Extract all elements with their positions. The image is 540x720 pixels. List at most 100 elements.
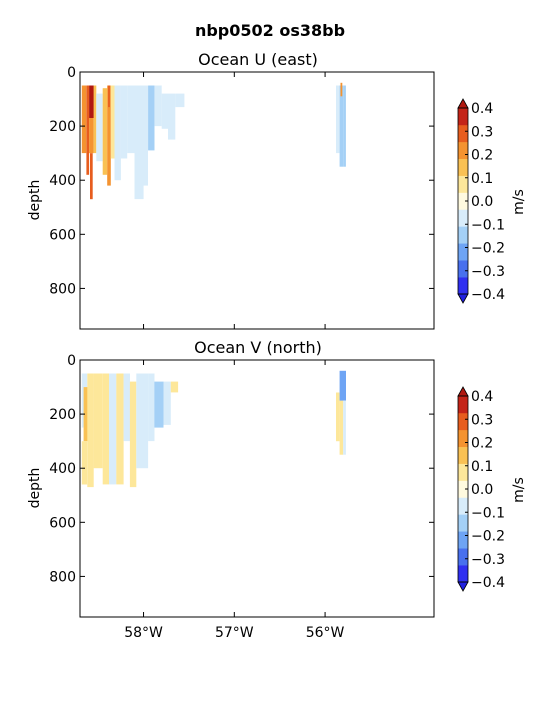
top-data-cell-20 (175, 93, 185, 108)
top-ytick-label: 800 (49, 281, 76, 297)
bottom-colorbar-tick-label: 0.1 (471, 459, 493, 475)
top-colorbar-segment-8 (458, 141, 468, 160)
top-data-cell-16 (148, 85, 155, 151)
bottom-axes-frame (79, 359, 435, 618)
top-colorbar-segment-2 (458, 243, 468, 261)
bottom-data-cell-13 (163, 381, 171, 425)
top-data-cell-5 (93, 85, 97, 154)
top-data-cell-19 (168, 93, 176, 140)
figure-title: nbp0502 os38bb (195, 21, 345, 40)
top-axes-frame (79, 71, 435, 330)
top-data-cell-12 (120, 85, 128, 159)
top-data-cell-18 (161, 93, 169, 129)
bottom-data-cell-2 (81, 441, 88, 485)
top-data-cell-3 (89, 118, 94, 154)
bottom-colorbar-tick-label: −0.3 (471, 552, 505, 568)
top-data-cell-9 (108, 85, 110, 108)
top-data-cell-7 (102, 88, 108, 175)
top-data-cell-15 (143, 85, 148, 186)
bottom-xtick-label: 58°W (124, 625, 163, 641)
top-colorbar-tick-label: 0.1 (471, 171, 493, 187)
top-colorbar-segment-9 (458, 124, 468, 143)
top-colorbar-tick-label: 0.0 (471, 194, 493, 210)
top-colorbar-segment-0 (458, 277, 468, 295)
top-colorbar-tick-label: 0.4 (471, 101, 493, 117)
top-ytick-label: 0 (67, 65, 76, 81)
top-colorbar-segment-7 (458, 158, 468, 176)
bottom-colorbar-segment-6 (458, 463, 468, 481)
top-colorbar-tick-label: −0.2 (471, 241, 505, 257)
top-plot-area: 0 200 400 600 800 (49, 65, 435, 330)
bottom-colorbar-tick-label: 0.3 (471, 412, 493, 428)
bottom-colorbar-extend-max (457, 386, 469, 397)
bottom-colorbar-label: m/s (511, 477, 527, 503)
top-colorbar-tick-label: 0.2 (471, 148, 493, 164)
bottom-ytick-label: 400 (49, 461, 76, 477)
bottom-colorbar-tick-label: 0.2 (471, 436, 493, 452)
bottom-ylabel: depth (27, 468, 43, 509)
bottom-data-cell-7 (116, 373, 124, 485)
bottom-colorbar-segment-10 (458, 396, 468, 414)
top-data-cell-2 (89, 85, 96, 118)
bottom-data-cell-11 (148, 373, 155, 442)
bottom-data-cell-16 (339, 400, 344, 455)
top-ytick-label: 400 (49, 173, 76, 189)
top-colorbar-tick-label: 0.3 (471, 124, 493, 140)
top-data-cell-14 (134, 85, 144, 200)
top-data-cell-1 (86, 85, 90, 175)
top-data-cell-6 (96, 93, 103, 162)
top-colorbar-segment-10 (458, 108, 468, 126)
bottom-data-cell-4 (93, 373, 103, 469)
bottom-ytick-label: 600 (49, 515, 76, 531)
bottom-xtick-label: 56°W (306, 625, 345, 641)
bottom-data-cell-10 (136, 373, 149, 469)
top-colorbar-segment-5 (458, 192, 468, 210)
bottom-plot-area: 0 200 400 600 800 58°W 57°W 56°W (49, 353, 435, 641)
top-colorbar-extend-max (457, 98, 469, 109)
bottom-data-cell-6 (109, 373, 117, 485)
bottom-data-cell-1 (83, 387, 91, 442)
bottom-panel-title: Ocean V (north) (194, 338, 322, 357)
bottom-colorbar-tick-label: −0.4 (471, 575, 505, 591)
bottom-colorbar-segment-9 (458, 412, 468, 431)
top-colorbar-segment-6 (458, 175, 468, 193)
bottom-colorbar-segment-1 (458, 548, 468, 566)
bottom-colorbar: −0.4 −0.3 −0.2 −0.1 0.0 0.1 0.2 0.3 0.4 (457, 386, 505, 592)
top-data-cell-0 (81, 85, 87, 154)
bottom-colorbar-segment-0 (458, 565, 468, 583)
top-colorbar-tick-label: −0.3 (471, 264, 505, 280)
top-panel-title: Ocean U (east) (198, 50, 318, 69)
top-data-cell-11 (114, 85, 121, 181)
bottom-colorbar-extend-min (457, 581, 469, 592)
bottom-colorbar-tick-label: 0.4 (471, 389, 493, 405)
top-ylabel: depth (27, 180, 43, 221)
top-data-cell-24 (343, 85, 346, 167)
top-data-cell-8 (107, 85, 111, 186)
top-colorbar: −0.4 −0.3 −0.2 −0.1 0.0 0.1 0.2 0.3 0.4 (457, 98, 505, 304)
top-colorbar-tick-label: −0.1 (471, 217, 505, 233)
bottom-data-cell-5 (102, 373, 110, 485)
bottom-data-cell-9 (129, 381, 137, 488)
top-data-cell-10 (110, 85, 115, 159)
top-data-cell-21 (336, 85, 340, 154)
top-colorbar-segment-4 (458, 209, 468, 227)
top-colorbar-segment-1 (458, 260, 468, 278)
bottom-ytick-label: 200 (49, 407, 76, 423)
bottom-colorbar-segment-5 (458, 480, 468, 498)
bottom-data-cell-15 (336, 392, 340, 442)
bottom-data-cell-17 (339, 370, 346, 401)
top-colorbar-extend-min (457, 293, 469, 304)
bottom-colorbar-segment-3 (458, 514, 468, 532)
top-data-cell-4 (90, 153, 93, 200)
top-data-cell-17 (154, 85, 162, 127)
bottom-data-cell-8 (123, 373, 130, 442)
bottom-xtick-label: 57°W (215, 625, 254, 641)
top-ytick-label: 600 (49, 227, 76, 243)
bottom-colorbar-segment-7 (458, 446, 468, 464)
top-colorbar-segment-3 (458, 226, 468, 244)
bottom-data-cell-14 (170, 381, 179, 393)
bottom-ytick-label: 800 (49, 569, 76, 585)
bottom-colorbar-segment-2 (458, 531, 468, 549)
bottom-colorbar-segment-4 (458, 497, 468, 515)
top-colorbar-tick-label: −0.4 (471, 287, 505, 303)
